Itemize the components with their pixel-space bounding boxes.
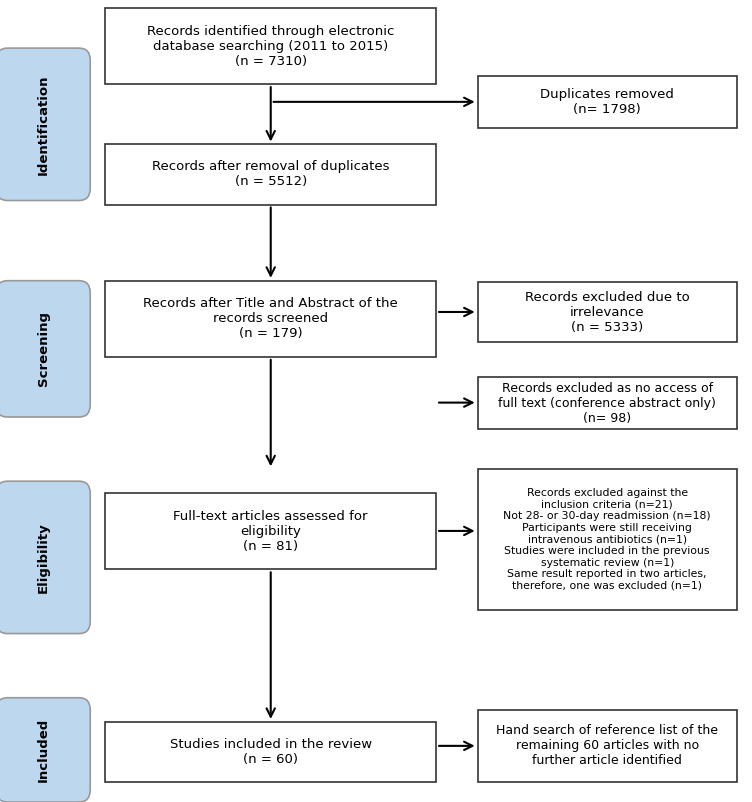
FancyBboxPatch shape <box>105 722 436 782</box>
FancyBboxPatch shape <box>0 698 90 802</box>
Text: Screening: Screening <box>37 311 50 387</box>
Text: Records identified through electronic
database searching (2011 to 2015)
(n = 731: Records identified through electronic da… <box>147 25 394 67</box>
FancyBboxPatch shape <box>105 8 436 84</box>
Text: Included: Included <box>37 718 50 782</box>
Text: Records excluded against the
inclusion criteria (n=21)
Not 28- or 30-day readmis: Records excluded against the inclusion c… <box>503 488 711 591</box>
Text: Duplicates removed
(n= 1798): Duplicates removed (n= 1798) <box>540 88 675 116</box>
Text: Eligibility: Eligibility <box>37 522 50 593</box>
FancyBboxPatch shape <box>478 282 737 342</box>
FancyBboxPatch shape <box>105 281 436 357</box>
Text: Records after removal of duplicates
(n = 5512): Records after removal of duplicates (n =… <box>152 160 390 188</box>
FancyBboxPatch shape <box>105 144 436 205</box>
FancyBboxPatch shape <box>0 281 90 417</box>
Text: Studies included in the review
(n = 60): Studies included in the review (n = 60) <box>170 738 371 766</box>
Text: Records excluded as no access of
full text (conference abstract only)
(n= 98): Records excluded as no access of full te… <box>499 382 716 424</box>
Text: Records excluded due to
irrelevance
(n = 5333): Records excluded due to irrelevance (n =… <box>525 291 690 334</box>
Text: Records after Title and Abstract of the
records screened
(n = 179): Records after Title and Abstract of the … <box>144 298 398 340</box>
FancyBboxPatch shape <box>478 377 737 429</box>
FancyBboxPatch shape <box>478 469 737 610</box>
FancyBboxPatch shape <box>478 76 737 128</box>
FancyBboxPatch shape <box>105 493 436 569</box>
FancyBboxPatch shape <box>0 481 90 634</box>
FancyBboxPatch shape <box>478 710 737 782</box>
Text: Hand search of reference list of the
remaining 60 articles with no
further artic: Hand search of reference list of the rem… <box>496 724 718 768</box>
Text: Identification: Identification <box>37 74 50 175</box>
Text: Full-text articles assessed for
eligibility
(n = 81): Full-text articles assessed for eligibil… <box>174 510 368 553</box>
FancyBboxPatch shape <box>0 48 90 200</box>
